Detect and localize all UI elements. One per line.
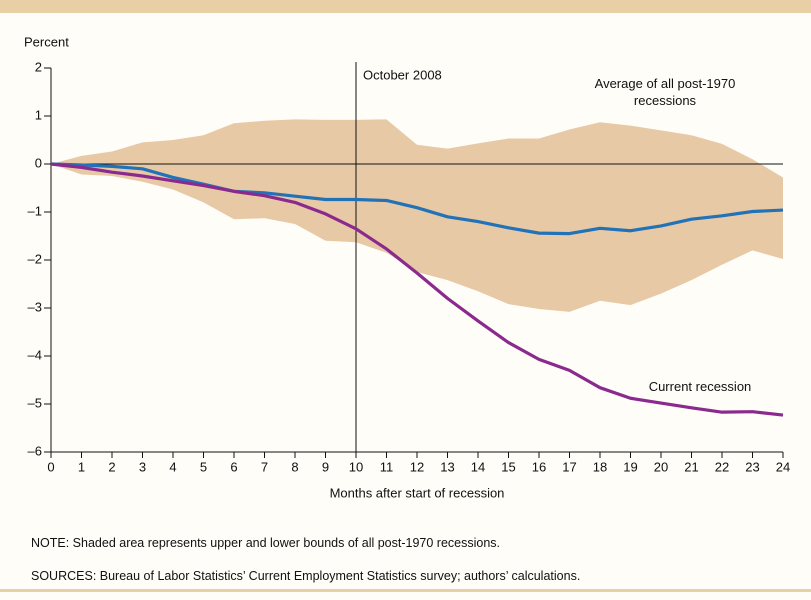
y-tick-label: –1 [28, 203, 42, 218]
annotation-text: October 2008 [363, 67, 442, 82]
x-tick-label: 1 [78, 459, 85, 474]
y-tick-label: –4 [28, 347, 42, 362]
y-tick-label: 1 [35, 107, 42, 122]
sources: SOURCES: Bureau of Labor Statistics’ Cur… [31, 569, 581, 583]
series-label: Average of all post-1970 recessions [594, 76, 736, 108]
y-tick-label: 0 [35, 155, 42, 170]
x-tick-label: 10 [349, 459, 363, 474]
x-tick-label: 3 [139, 459, 146, 474]
series-line [50, 162, 784, 236]
bottom-bar [0, 589, 811, 592]
x-tick-label: 12 [410, 459, 424, 474]
range-band [51, 119, 783, 312]
x-tick-label: 6 [230, 459, 237, 474]
x-tick-label: 14 [471, 459, 485, 474]
x-tick-label: 9 [322, 459, 329, 474]
x-tick-label: 13 [440, 459, 454, 474]
x-tick-label: 19 [623, 459, 637, 474]
top-bar [0, 0, 811, 13]
x-tick-label: 4 [169, 459, 176, 474]
x-tick-label: 8 [291, 459, 298, 474]
x-tick-label: 24 [776, 459, 790, 474]
note: NOTE: Shaded area represents upper and l… [31, 536, 501, 550]
y-tick-label: 2 [35, 59, 42, 74]
x-axis-label: Months after start of recession [330, 485, 505, 500]
x-tick-label: 7 [261, 459, 268, 474]
x-tick-label: 20 [654, 459, 668, 474]
x-tick-label: 15 [501, 459, 515, 474]
y-tick-label: –5 [28, 395, 42, 410]
x-tick-label: 0 [47, 459, 54, 474]
x-tick-label: 23 [745, 459, 759, 474]
y-tick-label: –6 [28, 443, 42, 458]
x-tick-label: 2 [108, 459, 115, 474]
x-tick-label: 5 [200, 459, 207, 474]
y-tick-label: –2 [28, 251, 42, 266]
x-tick-label: 18 [593, 459, 607, 474]
series-line [50, 162, 784, 417]
x-tick-label: 11 [380, 459, 394, 474]
x-tick-label: 21 [684, 459, 698, 474]
y-tick-label: –3 [28, 299, 42, 314]
y-axis-label: Percent [24, 34, 69, 49]
x-tick-label: 16 [532, 459, 546, 474]
x-tick-label: 22 [715, 459, 729, 474]
series-label: Current recession [648, 379, 752, 394]
x-tick-label: 17 [562, 459, 576, 474]
